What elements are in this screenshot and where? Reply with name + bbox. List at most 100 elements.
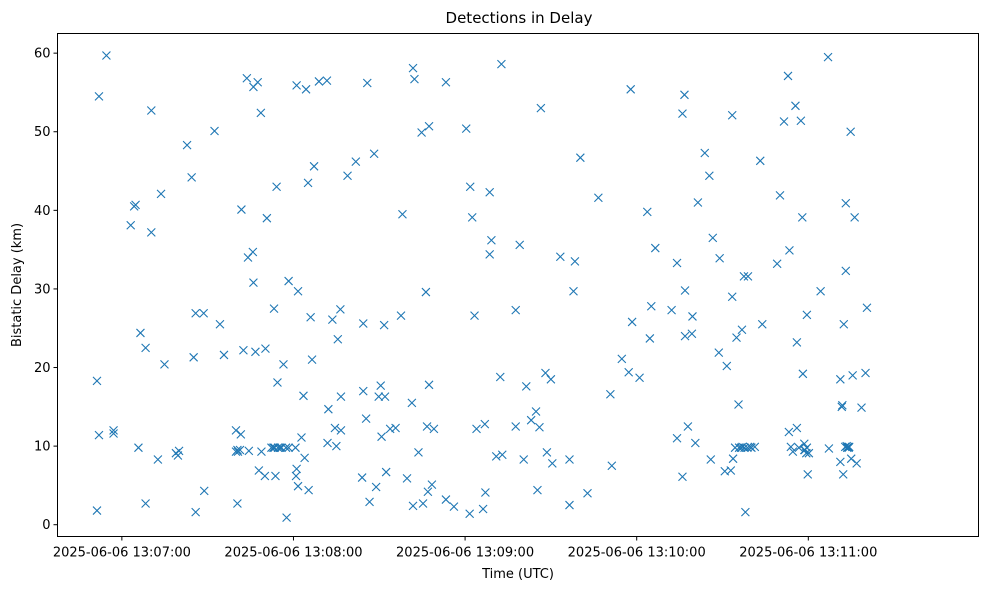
data-point <box>273 443 283 453</box>
data-point <box>542 448 552 457</box>
data-point <box>262 213 272 223</box>
data-point <box>565 455 574 464</box>
data-point <box>269 443 278 453</box>
data-point <box>358 386 368 396</box>
data-point <box>248 247 258 257</box>
data-point <box>747 443 756 453</box>
data-point <box>267 443 276 453</box>
data-point <box>291 443 300 453</box>
data-point <box>423 487 433 497</box>
data-point <box>300 453 310 463</box>
y-tick-label: 0 <box>42 518 50 533</box>
data-point <box>497 450 507 460</box>
data-point <box>715 253 725 263</box>
data-point <box>739 271 749 281</box>
data-point <box>182 140 192 150</box>
data-point <box>441 495 451 504</box>
data-point <box>219 350 229 360</box>
data-point <box>857 403 866 412</box>
data-point <box>233 445 242 455</box>
data-point <box>626 84 636 94</box>
data-point <box>351 157 361 166</box>
data-point <box>743 443 752 453</box>
data-point <box>642 207 652 217</box>
x-tick-label: 2025-06-06 13:09:00 <box>396 546 534 561</box>
data-point <box>256 108 266 118</box>
data-point <box>292 464 302 474</box>
data-point <box>261 344 270 354</box>
data-point <box>391 423 400 433</box>
data-point <box>449 502 459 512</box>
data-point <box>536 103 546 113</box>
chart-title: Detections in Delay <box>446 9 593 27</box>
data-point <box>361 414 371 423</box>
data-point <box>284 443 293 453</box>
data-point <box>441 77 451 87</box>
data-point <box>680 286 690 295</box>
data-point <box>251 347 260 357</box>
data-point <box>402 473 412 483</box>
data-point <box>215 319 225 329</box>
data-point <box>191 507 201 517</box>
data-point <box>304 485 314 495</box>
data-point <box>327 315 337 324</box>
data-point <box>293 481 303 491</box>
data-point <box>465 509 475 519</box>
data-point <box>491 451 501 461</box>
data-point <box>297 433 306 442</box>
data-point <box>704 171 714 181</box>
data-point <box>407 398 417 408</box>
data-point <box>303 178 313 188</box>
data-point <box>376 381 386 390</box>
data-point <box>160 359 169 369</box>
data-point <box>189 352 199 362</box>
data-point <box>153 455 163 464</box>
data-point <box>848 370 858 380</box>
data-point <box>299 391 308 401</box>
data-point <box>841 266 851 276</box>
data-point <box>284 276 293 286</box>
data-point <box>788 447 798 457</box>
data-point <box>187 172 197 182</box>
data-point <box>141 343 150 353</box>
data-point <box>323 438 332 448</box>
data-point <box>727 110 737 120</box>
data-point <box>672 258 682 268</box>
data-point <box>645 334 655 343</box>
data-point <box>750 442 760 452</box>
data-point <box>688 312 697 321</box>
data-point <box>381 467 391 477</box>
data-point <box>741 507 750 517</box>
data-point <box>418 499 428 508</box>
data-point <box>292 80 302 90</box>
data-point <box>839 319 849 329</box>
data-point <box>422 422 432 431</box>
data-point <box>570 257 580 266</box>
data-point <box>850 213 860 222</box>
x-axis: 2025-06-06 13:07:00 2025-06-06 13:08:00 20… <box>53 536 877 561</box>
data-point <box>726 466 736 475</box>
data-point <box>794 443 804 453</box>
y-tick-label: 60 <box>34 47 51 62</box>
data-point <box>424 380 434 390</box>
x-tick-label: 2025-06-06 13:10:00 <box>568 546 706 561</box>
data-point <box>249 278 258 288</box>
data-point <box>737 325 747 335</box>
data-point <box>714 348 724 357</box>
data-point <box>343 171 352 181</box>
data-point <box>700 148 710 158</box>
data-point <box>565 500 574 510</box>
data-point <box>708 233 718 243</box>
data-point <box>775 191 785 200</box>
data-point <box>94 91 104 101</box>
data-point <box>792 423 802 433</box>
data-point <box>531 407 541 416</box>
data-point <box>792 337 802 347</box>
data-point <box>485 187 495 197</box>
data-point <box>472 424 481 434</box>
data-point <box>485 249 495 259</box>
data-point <box>802 310 812 320</box>
data-point <box>134 443 143 453</box>
data-point <box>678 109 687 119</box>
data-point <box>521 381 531 391</box>
